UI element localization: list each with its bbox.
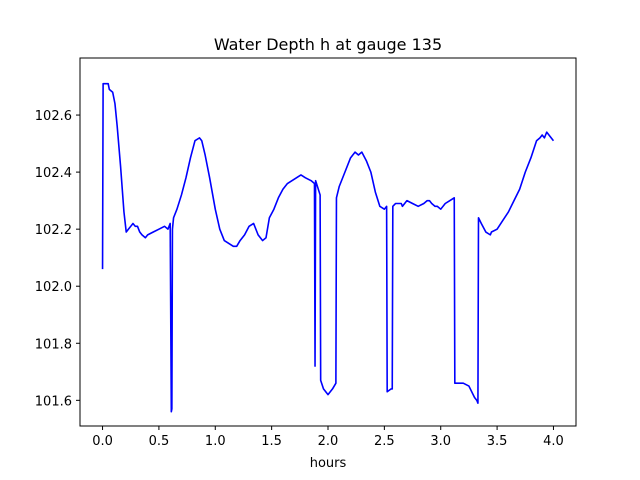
x-tick-label: 2.0 <box>318 434 339 449</box>
x-tick-label: 1.5 <box>261 434 282 449</box>
x-tick-label: 2.5 <box>374 434 395 449</box>
y-tick-label: 102.0 <box>35 280 72 295</box>
x-tick-label: 1.0 <box>205 434 226 449</box>
x-axis-label: hours <box>310 456 347 471</box>
y-tick-label: 102.4 <box>35 166 72 181</box>
plot-area <box>101 82 555 413</box>
x-tick-label: 0.5 <box>149 434 170 449</box>
plot-frame <box>79 57 577 427</box>
x-axis: 0.0 0.5 1.0 1.5 2.0 2.5 3.0 3.5 4.0 <box>92 426 564 449</box>
chart-title: Water Depth h at gauge 135 <box>214 35 442 54</box>
y-tick-label: 101.6 <box>35 394 72 409</box>
y-tick-label: 102.2 <box>35 223 72 238</box>
x-tick-label: 3.5 <box>487 434 508 449</box>
x-tick-label: 4.0 <box>543 434 564 449</box>
y-tick-label: 101.8 <box>35 337 72 352</box>
series-line <box>101 82 555 413</box>
y-axis: 101.6 101.8 102.0 102.2 102.4 102.6 <box>35 109 80 409</box>
y-tick-label: 102.6 <box>35 109 72 124</box>
x-tick-label: 0.0 <box>92 434 113 449</box>
x-tick-label: 3.0 <box>430 434 451 449</box>
